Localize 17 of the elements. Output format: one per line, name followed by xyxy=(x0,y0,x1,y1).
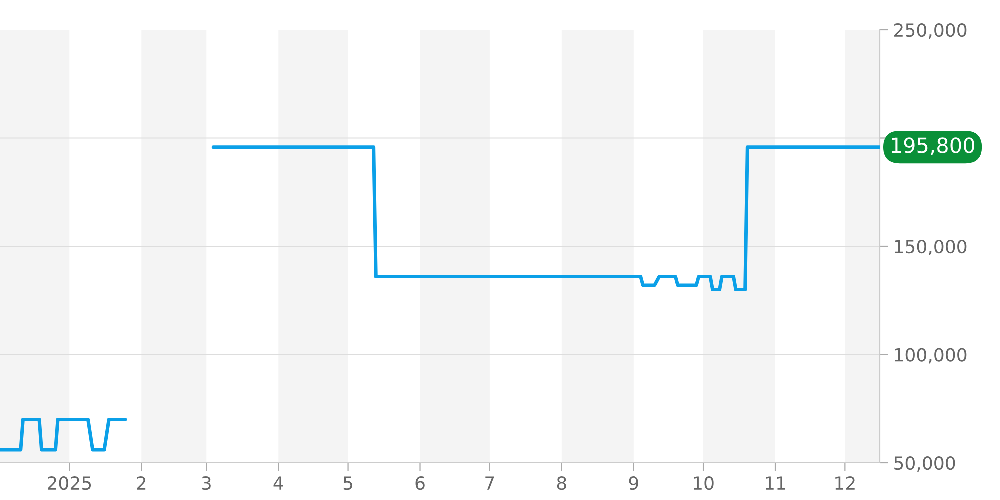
x-tick-label: 12 xyxy=(836,476,855,490)
x-tick-label: 10 xyxy=(694,476,714,490)
x-tick-label: 5 xyxy=(344,476,352,490)
x-tick-label: 9 xyxy=(629,476,638,490)
x-tick-label: 6 xyxy=(416,476,425,490)
x-tick-label: 2025 xyxy=(48,476,92,490)
y-tick-label: 150,000 xyxy=(895,240,967,256)
x-tick-label: 4 xyxy=(274,476,284,490)
y-tick-label: 50,000 xyxy=(894,456,956,472)
annotation: 195,800 xyxy=(892,138,974,156)
x-tick-label: 8 xyxy=(557,476,566,490)
x-tick-label: 11 xyxy=(766,476,786,490)
y-tick-label: 250,000 xyxy=(894,23,967,39)
x-tick-label: 3 xyxy=(202,476,211,490)
x-tick-label: 2 xyxy=(137,476,146,490)
x-tick-label: 7 xyxy=(486,476,494,490)
y-tick-label: 100,000 xyxy=(895,348,967,364)
